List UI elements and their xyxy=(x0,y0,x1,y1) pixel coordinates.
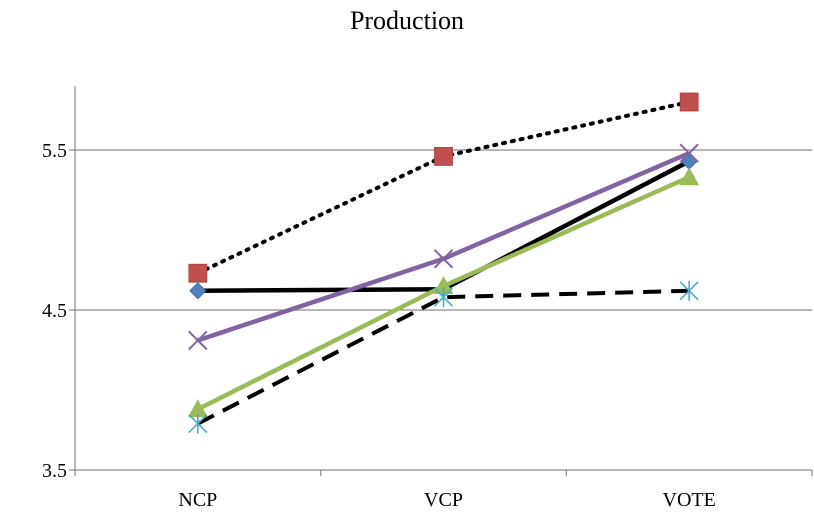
data-point-triangle xyxy=(187,399,208,418)
series-4 xyxy=(187,167,700,418)
data-point-asterisk xyxy=(188,413,208,434)
x-stroke xyxy=(188,330,208,351)
series-line xyxy=(195,100,692,276)
x-tick-label: VOTE xyxy=(663,489,716,511)
y-tick-label: 3.5 xyxy=(42,460,67,482)
series-group xyxy=(187,92,700,434)
data-point-triangle xyxy=(433,276,454,294)
x-tick-label: VCP xyxy=(424,489,463,511)
data-point-square xyxy=(679,92,699,112)
series-line xyxy=(197,151,691,343)
series-5 xyxy=(188,280,699,434)
data-point-square xyxy=(188,263,208,283)
x-stroke xyxy=(433,249,454,269)
chart-title: Production xyxy=(349,6,465,35)
x-tick-label: NCP xyxy=(178,489,217,511)
series-line xyxy=(197,159,691,294)
data-point-x xyxy=(188,330,208,351)
y-tick-label: 4.5 xyxy=(42,300,67,322)
data-point-square xyxy=(434,146,453,166)
data-point-x xyxy=(433,249,454,269)
axes xyxy=(69,86,813,476)
data-point-x xyxy=(679,143,699,163)
y-tick-labels: 3.5 4.5 5.5 xyxy=(42,140,67,482)
data-point-asterisk xyxy=(433,287,454,308)
data-point-asterisk xyxy=(679,280,699,301)
data-point-triangle xyxy=(679,167,700,186)
series-3 xyxy=(188,143,699,351)
data-point-diamond xyxy=(189,282,207,300)
series-line xyxy=(196,288,690,426)
series-2 xyxy=(188,92,699,283)
x-tick-labels: NCP VCP VOTE xyxy=(178,489,715,511)
y-tick-label: 5.5 xyxy=(42,140,67,162)
x-stroke xyxy=(679,143,699,163)
